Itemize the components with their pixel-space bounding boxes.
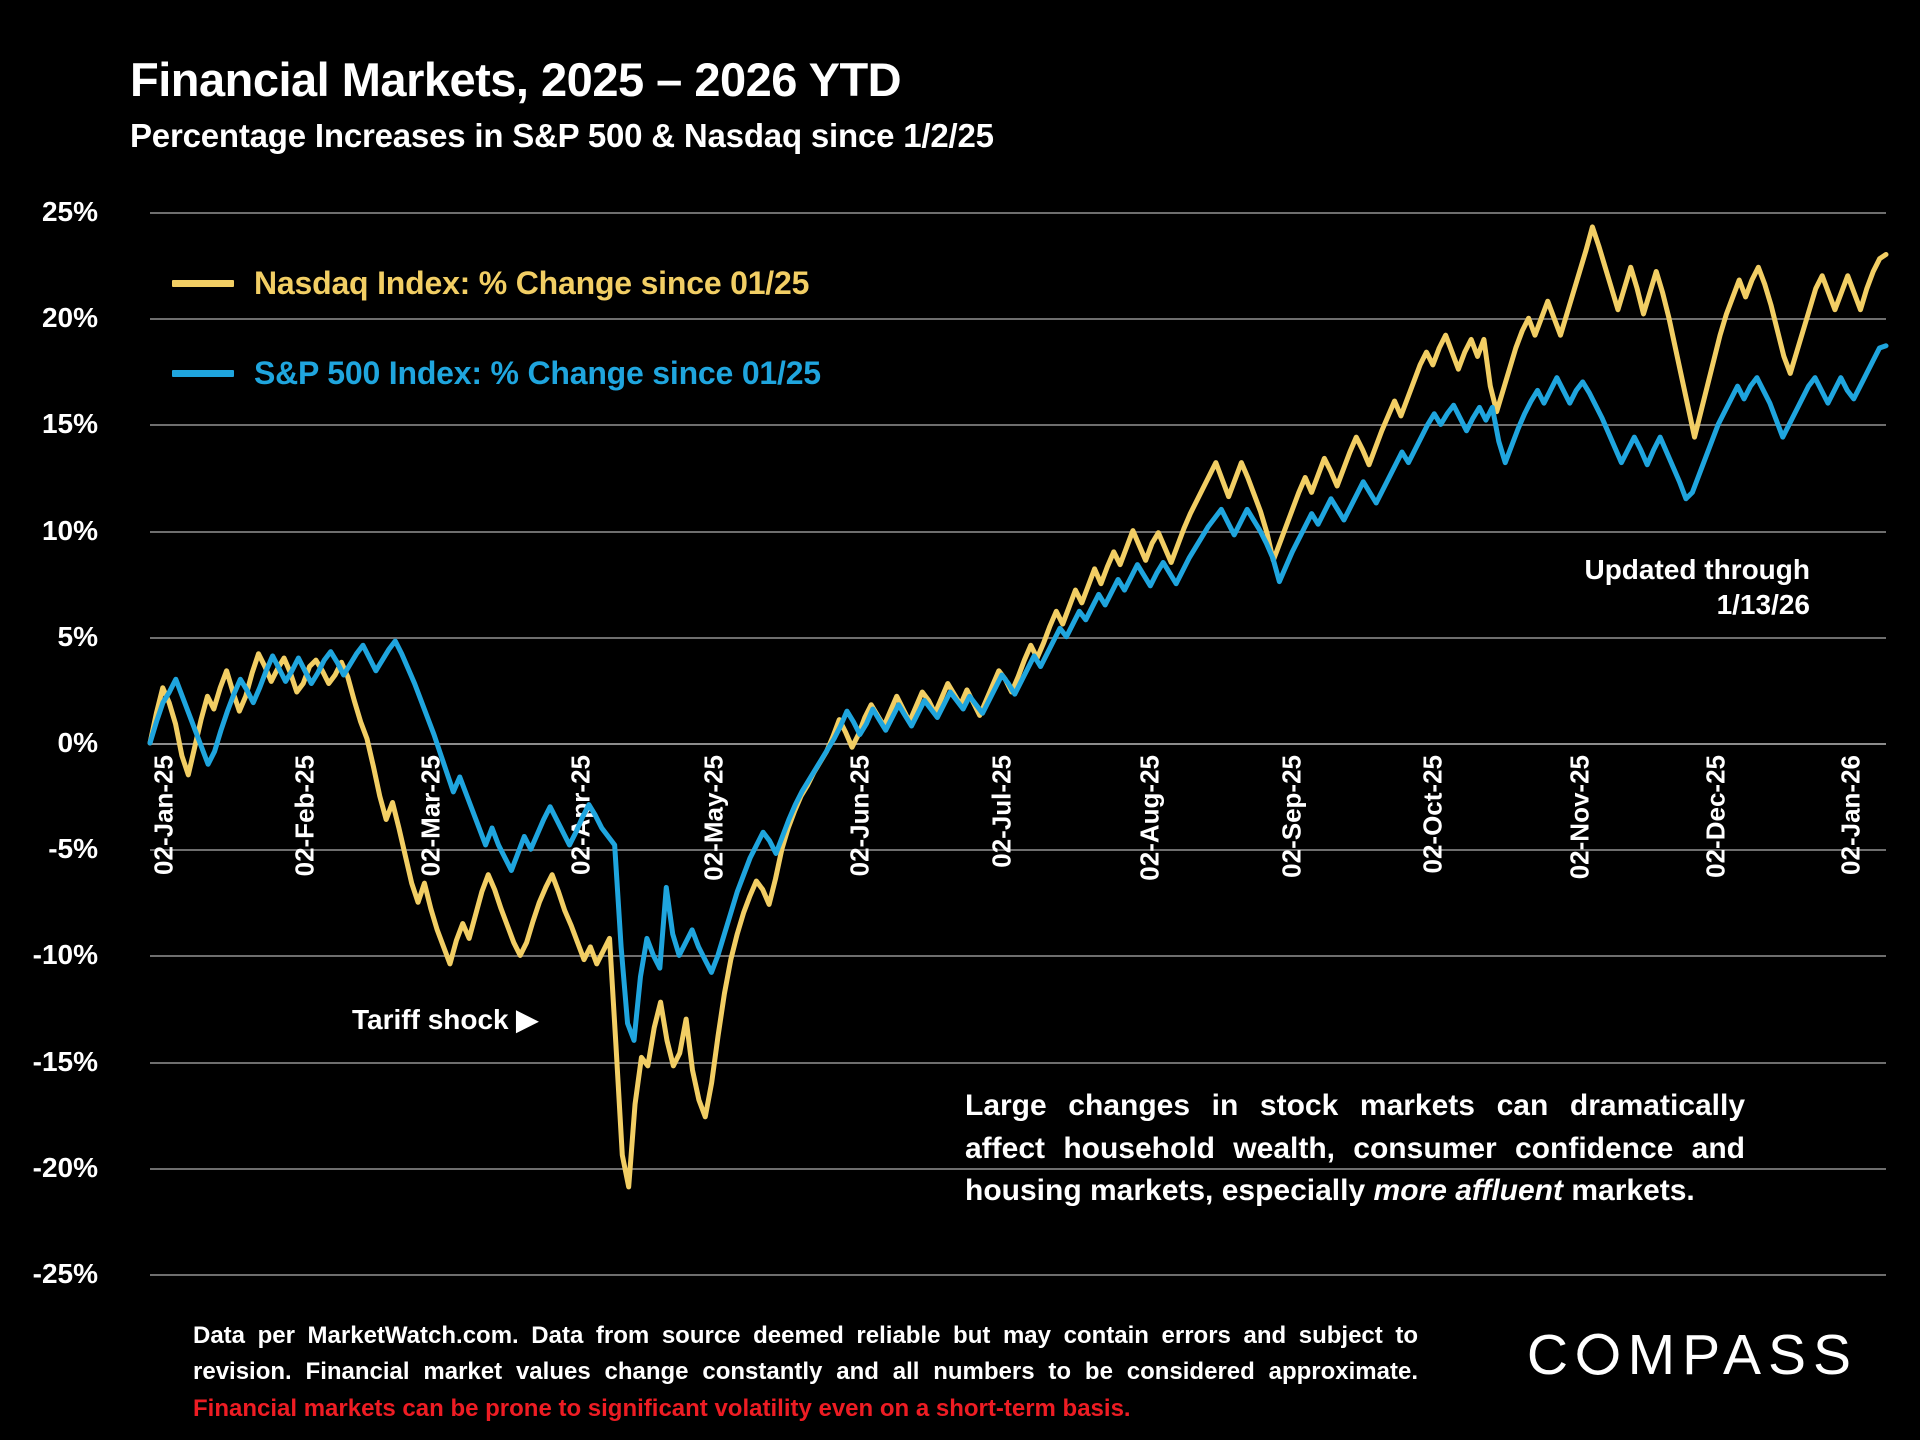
gridline — [150, 1167, 1886, 1170]
disclaimer-text: Data per MarketWatch.com. Data from sour… — [193, 1322, 1418, 1386]
y-axis-tick-label: -5% — [48, 833, 98, 865]
chart-legend: Nasdaq Index: % Change since 01/25 S&P 5… — [172, 255, 821, 401]
legend-item-sp500[interactable]: S&P 500 Index: % Change since 01/25 — [172, 345, 821, 401]
commentary-suffix: markets. — [1563, 1174, 1695, 1208]
disclaimer-warning: Financial markets can be prone to signif… — [193, 1394, 1131, 1422]
gridline — [150, 636, 1886, 639]
y-axis-tick-label: 15% — [41, 408, 98, 440]
gridline — [150, 849, 1886, 852]
legend-item-nasdaq[interactable]: Nasdaq Index: % Change since 01/25 — [172, 255, 821, 311]
page-subtitle: Percentage Increases in S&P 500 & Nasdaq… — [130, 117, 994, 154]
legend-swatch-nasdaq — [172, 279, 234, 287]
gridline — [150, 318, 1886, 321]
page-title: Financial Markets, 2025 – 2026 YTD — [130, 53, 902, 106]
gridline — [150, 212, 1886, 214]
commentary-prefix: Large changes in stock markets can drama… — [965, 1089, 1745, 1208]
footer-disclaimer: Data per MarketWatch.com. Data from sour… — [193, 1318, 1418, 1427]
commentary-italic: more affluent — [1373, 1174, 1563, 1208]
y-axis-tick-label: 20% — [41, 302, 98, 334]
legend-label-nasdaq: Nasdaq Index: % Change since 01/25 — [254, 264, 810, 301]
series-line — [147, 224, 1889, 1190]
y-axis-tick-label: -15% — [32, 1045, 98, 1077]
compass-logo-text: C⭘MPASS — [1526, 1323, 1858, 1387]
gridline — [150, 1274, 1886, 1276]
series-line — [147, 343, 1889, 1043]
gridline — [150, 743, 1886, 745]
y-axis-tick-label: 0% — [57, 727, 98, 758]
y-axis-tick-label: 25% — [41, 196, 98, 227]
y-axis-tick-label: -25% — [32, 1258, 98, 1289]
commentary-text: Large changes in stock markets can drama… — [965, 1085, 1745, 1213]
y-axis-tick-label: 5% — [57, 620, 98, 652]
y-axis-tick-label: 10% — [41, 514, 98, 546]
compass-logo: C⭘MPASS — [1527, 1322, 1858, 1389]
series-lines — [147, 224, 1889, 1190]
legend-label-sp500: S&P 500 Index: % Change since 01/25 — [254, 354, 821, 391]
gridline — [150, 1061, 1886, 1064]
updated-through-annotation: Updated through 1/13/26 — [1584, 554, 1810, 620]
plot-area: 25% 20% 15% 10% 5% 0% -5% -10% -15% -20% -25% 02-J… — [33, 196, 1889, 1289]
legend-swatch-sp500 — [172, 369, 234, 377]
y-axis-tick-label: -20% — [32, 1151, 98, 1183]
gridline — [150, 424, 1886, 427]
tariff-shock-annotation: Tariff shock ▶ — [352, 1004, 538, 1035]
y-axis-tick-label: -10% — [32, 939, 98, 971]
gridline — [150, 530, 1886, 533]
gridline — [150, 955, 1886, 958]
